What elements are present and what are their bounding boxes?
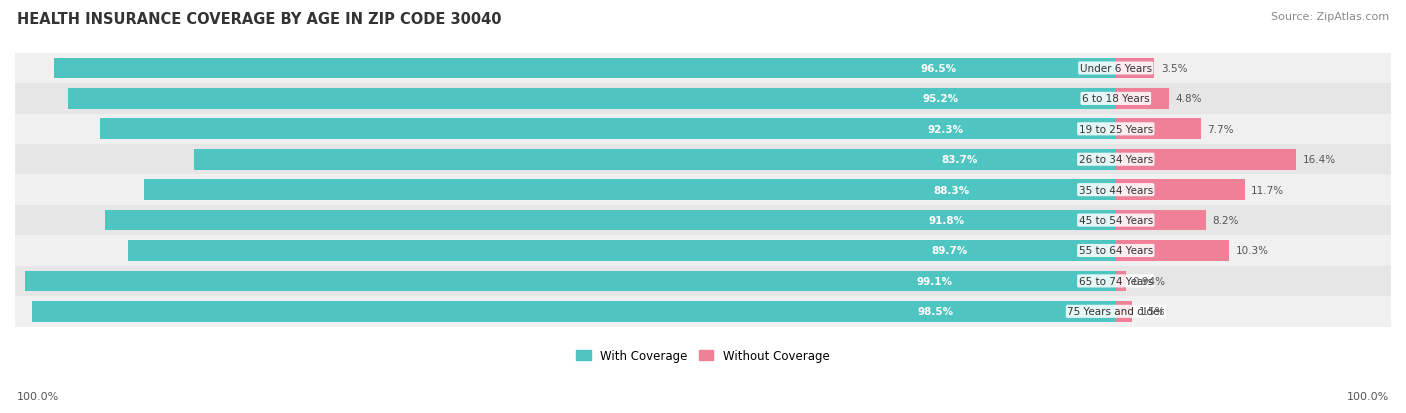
Text: 100.0%: 100.0% [1347,391,1389,401]
Text: 83.7%: 83.7% [941,155,977,165]
Bar [15,175,1391,205]
Text: 88.3%: 88.3% [934,185,970,195]
Text: 10.3%: 10.3% [1236,246,1268,256]
Text: 7.7%: 7.7% [1208,125,1233,135]
Legend: With Coverage, Without Coverage: With Coverage, Without Coverage [572,344,834,367]
Text: 16.4%: 16.4% [1303,155,1336,165]
Bar [15,236,1391,266]
Text: 65 to 74 Years: 65 to 74 Years [1078,276,1153,286]
Bar [1116,301,1132,322]
Bar [53,59,1116,79]
Bar [1116,59,1154,79]
Bar [105,210,1116,231]
Bar [1116,180,1244,201]
Bar [25,271,1116,292]
Bar [15,297,1391,327]
Text: Source: ZipAtlas.com: Source: ZipAtlas.com [1271,12,1389,22]
Text: 8.2%: 8.2% [1212,216,1239,225]
Text: 55 to 64 Years: 55 to 64 Years [1078,246,1153,256]
Bar [15,145,1391,175]
Text: Under 6 Years: Under 6 Years [1080,64,1152,74]
Bar [143,180,1116,201]
Text: 11.7%: 11.7% [1251,185,1284,195]
Text: 3.5%: 3.5% [1161,64,1188,74]
Text: 35 to 44 Years: 35 to 44 Years [1078,185,1153,195]
Bar [1116,271,1126,292]
Bar [194,150,1116,170]
Text: 26 to 34 Years: 26 to 34 Years [1078,155,1153,165]
Bar [1116,89,1168,109]
Bar [31,301,1116,322]
Bar [67,89,1116,109]
Text: 96.5%: 96.5% [921,64,956,74]
Text: 6 to 18 Years: 6 to 18 Years [1083,94,1150,104]
Text: 100.0%: 100.0% [17,391,59,401]
Text: 1.5%: 1.5% [1139,306,1166,316]
Text: 89.7%: 89.7% [931,246,967,256]
Bar [15,84,1391,114]
Bar [100,119,1116,140]
Bar [15,266,1391,297]
Bar [15,54,1391,84]
Text: 0.94%: 0.94% [1133,276,1166,286]
Bar [1116,240,1229,261]
Text: 45 to 54 Years: 45 to 54 Years [1078,216,1153,225]
Text: 91.8%: 91.8% [928,216,965,225]
Bar [15,205,1391,236]
Text: 92.3%: 92.3% [928,125,963,135]
Text: 19 to 25 Years: 19 to 25 Years [1078,125,1153,135]
Bar [128,240,1116,261]
Text: 99.1%: 99.1% [917,276,952,286]
Bar [1116,150,1296,170]
Bar [1116,210,1206,231]
Bar [15,114,1391,145]
Text: 98.5%: 98.5% [917,306,953,316]
Text: 95.2%: 95.2% [922,94,959,104]
Text: 75 Years and older: 75 Years and older [1067,306,1164,316]
Text: HEALTH INSURANCE COVERAGE BY AGE IN ZIP CODE 30040: HEALTH INSURANCE COVERAGE BY AGE IN ZIP … [17,12,502,27]
Bar [1116,119,1201,140]
Text: 4.8%: 4.8% [1175,94,1202,104]
